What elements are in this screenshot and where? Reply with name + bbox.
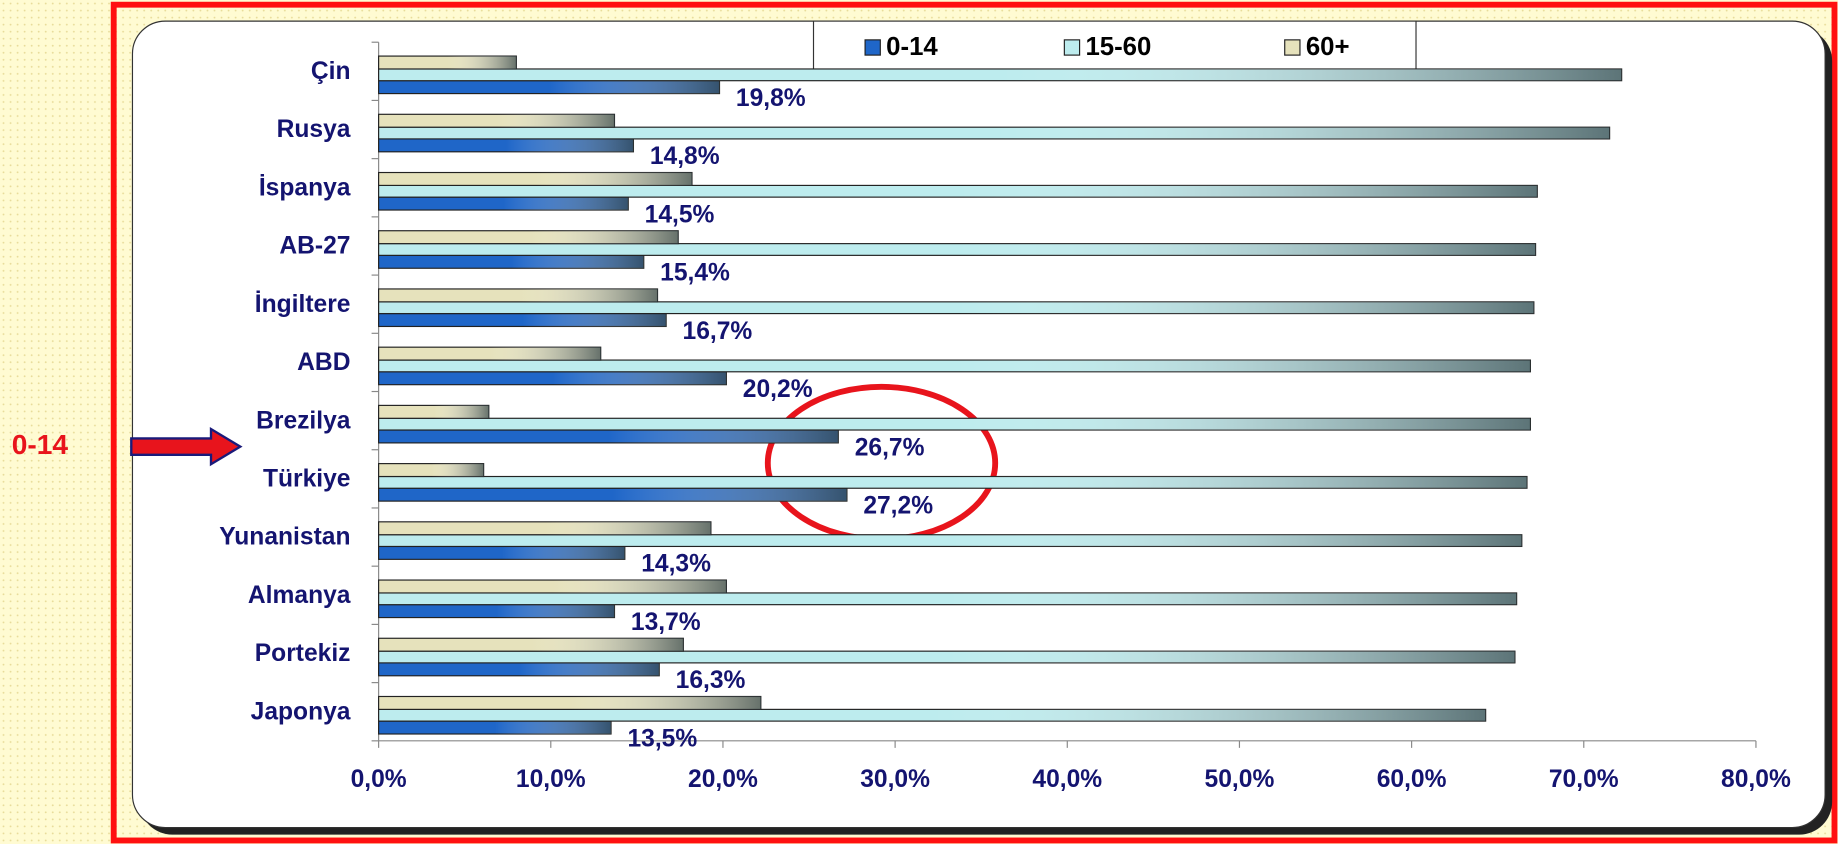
value-label: 27,2% [863, 492, 933, 519]
bar-shade [378, 534, 1522, 547]
x-tick-label: 30,0% [860, 766, 930, 793]
category-label: Brezilya [256, 407, 351, 434]
bar-shade [378, 56, 517, 69]
bar-shade [378, 488, 847, 502]
bar-shade [378, 521, 711, 535]
value-label: 14,3% [641, 551, 711, 578]
bar-shade [378, 313, 667, 327]
bar-shade [378, 709, 1486, 722]
bar-shade [378, 347, 601, 361]
bar-shade [378, 288, 658, 302]
bar-shade [378, 185, 1538, 198]
bar-shade [378, 592, 1517, 605]
bar-shade [378, 662, 660, 676]
arrow [130, 426, 243, 467]
bar-shade [378, 172, 692, 186]
x-tick-label: 80,0% [1721, 766, 1791, 793]
x-tick-label: 70,0% [1549, 766, 1619, 793]
value-label: 14,8% [650, 143, 720, 170]
value-label: 26,7% [855, 434, 925, 461]
category-label: AB-27 [279, 233, 350, 260]
bar-shade [378, 255, 644, 269]
category-label: Portekiz [255, 640, 351, 667]
category-label: İngiltere [255, 291, 351, 318]
bar-shade [378, 114, 615, 128]
bar-shade [378, 546, 625, 560]
frame [110, 1, 1838, 844]
bar-shade [378, 476, 1527, 489]
bar-shade [378, 68, 1622, 81]
bar-shade [378, 418, 1531, 431]
category-label: Türkiye [263, 466, 351, 493]
bar-shade [378, 197, 629, 211]
bar-shade [378, 243, 1536, 256]
value-label: 20,2% [743, 376, 813, 403]
category-label: İspanya [259, 174, 351, 201]
bar-shade [378, 638, 684, 652]
category-label: Almanya [248, 582, 351, 609]
bar-shade [378, 405, 489, 419]
bar-shade [378, 80, 720, 94]
bar-shade [378, 138, 634, 152]
bar-shade [378, 230, 679, 244]
legend-label: 60+ [1306, 33, 1350, 61]
value-label: 14,5% [645, 201, 715, 228]
annotation: 0-14 [12, 429, 69, 460]
x-tick-label: 10,0% [516, 766, 586, 793]
legend-label: 15-60 [1085, 33, 1151, 61]
category-label: Çin [311, 58, 351, 85]
legend-label: 0-14 [886, 33, 938, 61]
value-label: 15,4% [660, 260, 730, 287]
x-tick-label: 20,0% [688, 766, 758, 793]
value-label: 16,3% [676, 667, 746, 694]
bar-shade [378, 604, 615, 618]
legend [812, 20, 1417, 74]
category-label: Rusya [277, 116, 351, 143]
bar-shade [378, 430, 839, 443]
bar-shade [378, 360, 1531, 372]
x-tick-label: 0,0% [351, 766, 407, 793]
value-label: 16,7% [683, 318, 753, 345]
value-label: 13,5% [627, 725, 697, 752]
bar-shade [378, 696, 761, 710]
legend-swatch [1284, 39, 1301, 56]
category-label: Yunanistan [219, 524, 350, 551]
value-label: 13,7% [631, 609, 701, 636]
value-label: 19,8% [736, 85, 806, 112]
category-label: Japonya [251, 698, 351, 725]
bar-shade [378, 721, 612, 734]
x-tick-label: 40,0% [1032, 766, 1102, 793]
category-label: ABD [297, 349, 350, 376]
bar-shade [378, 580, 727, 593]
bar-shade [378, 301, 1534, 314]
legend-swatch [1063, 39, 1081, 56]
bar-shade [378, 651, 1515, 663]
x-tick-label: 50,0% [1205, 766, 1275, 793]
legend-swatch [864, 39, 881, 56]
bar-shade [378, 371, 727, 385]
x-tick-label: 60,0% [1377, 766, 1447, 793]
bar-shade [378, 127, 1610, 139]
bar-shade [378, 463, 484, 477]
